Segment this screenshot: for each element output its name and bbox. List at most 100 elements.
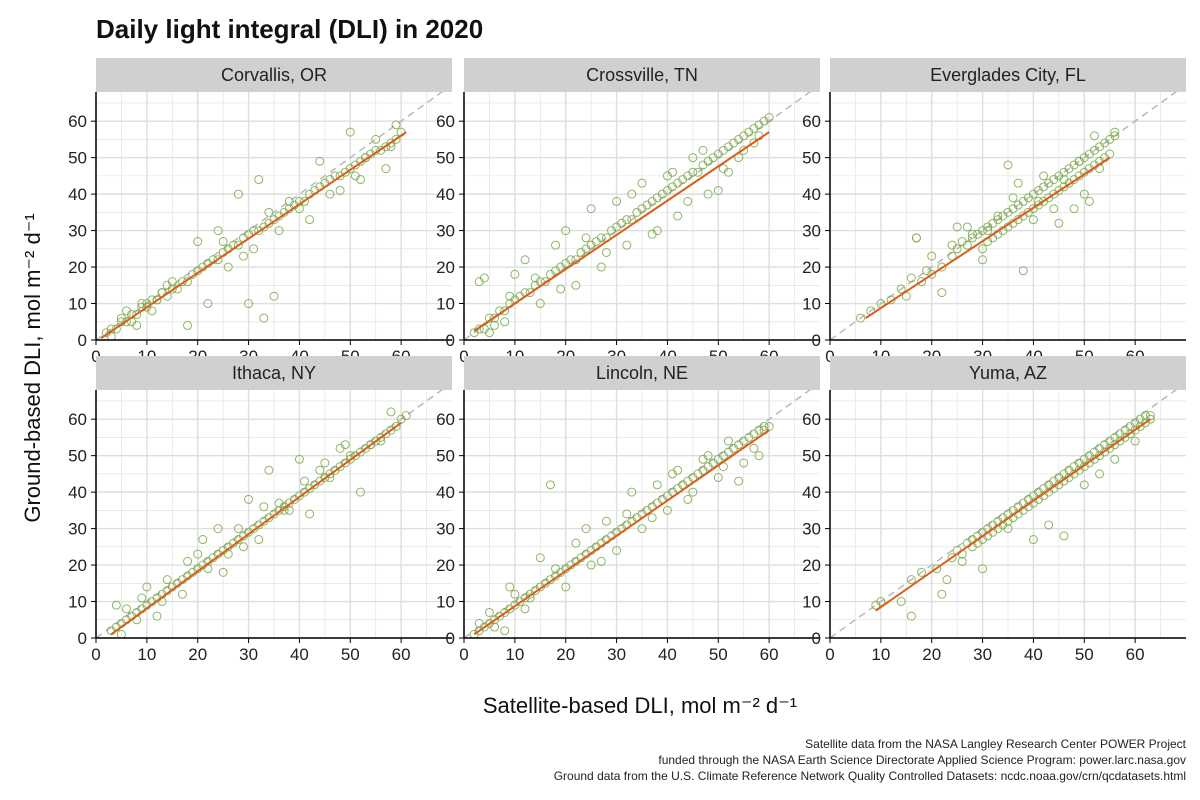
gridlines xyxy=(829,390,1186,639)
data-point xyxy=(581,524,591,534)
x-tick-label: 40 xyxy=(290,645,309,664)
facet-plot-area xyxy=(96,92,444,340)
data-point xyxy=(116,313,126,323)
data-point xyxy=(637,178,647,188)
data-point xyxy=(335,185,345,195)
y-tick-label: 0 xyxy=(446,331,455,350)
data-point xyxy=(142,582,152,592)
data-point xyxy=(723,436,733,446)
data-point xyxy=(223,262,233,272)
facet-panel: Yuma, AZ 0 10 20 30 40 50 60 0 10 20 30 40 50 60 xyxy=(802,356,1186,664)
data-point xyxy=(698,145,708,155)
y-tick-label: 10 xyxy=(802,593,821,612)
x-tick-label: 60 xyxy=(1126,645,1145,664)
data-point xyxy=(906,273,916,283)
data-point xyxy=(315,465,325,475)
data-point xyxy=(484,328,494,338)
fit-line xyxy=(865,156,1111,319)
facet-strip-label: Everglades City, FL xyxy=(930,65,1086,85)
facet-strip xyxy=(96,356,452,390)
data-point xyxy=(294,454,304,464)
data-point xyxy=(652,480,662,490)
data-point xyxy=(601,247,611,257)
data-point xyxy=(500,626,510,636)
chart-title: Daily light integral (DLI) in 2020 xyxy=(96,14,483,44)
data-point xyxy=(739,458,749,468)
facet-strip xyxy=(464,58,820,92)
data-point xyxy=(734,476,744,486)
data-point xyxy=(1028,215,1038,225)
data-point xyxy=(622,215,632,225)
facet-strip-label: Crossville, TN xyxy=(586,65,698,85)
x-tick-label: 0 xyxy=(459,645,468,664)
y-tick-label: 40 xyxy=(68,483,87,502)
y-tick-label: 0 xyxy=(446,629,455,648)
data-point xyxy=(381,164,391,174)
data-point xyxy=(274,226,284,236)
data-point xyxy=(350,171,360,181)
x-tick-label: 40 xyxy=(1024,645,1043,664)
data-point xyxy=(233,240,243,250)
data-point xyxy=(718,164,728,174)
data-point xyxy=(683,494,693,504)
data-point xyxy=(122,604,132,614)
data-point xyxy=(203,299,213,309)
data-point xyxy=(520,604,530,614)
reference-line xyxy=(830,92,1178,340)
data-point xyxy=(1145,414,1155,424)
data-point xyxy=(688,487,698,497)
y-tick-label: 40 xyxy=(802,185,821,204)
x-tick-label: 40 xyxy=(658,645,677,664)
gridlines xyxy=(95,390,452,639)
data-point xyxy=(551,240,561,250)
data-point xyxy=(952,222,962,232)
data-point xyxy=(703,189,713,199)
data-point xyxy=(183,556,193,566)
data-point xyxy=(668,469,678,479)
data-point xyxy=(937,288,947,298)
y-axis-title: Ground-based DLI, mol m⁻² d⁻¹ xyxy=(20,213,45,522)
data-point xyxy=(218,237,228,247)
y-tick-label: 60 xyxy=(68,410,87,429)
data-point xyxy=(596,233,606,243)
data-point xyxy=(401,411,411,421)
data-point xyxy=(937,589,947,599)
data-point xyxy=(668,167,678,177)
data-point xyxy=(366,440,376,450)
data-point xyxy=(749,138,759,148)
data-point xyxy=(978,244,988,254)
data-point xyxy=(162,575,172,585)
data-point xyxy=(662,505,672,515)
x-tick-label: 50 xyxy=(341,645,360,664)
data-point xyxy=(673,211,683,221)
data-point xyxy=(510,589,520,599)
data-point xyxy=(233,189,243,199)
data-point xyxy=(320,458,330,468)
facet-plot-area xyxy=(464,92,812,340)
data-point xyxy=(688,167,698,177)
y-tick-label: 0 xyxy=(78,629,87,648)
y-tick-label: 60 xyxy=(802,112,821,131)
data-point xyxy=(896,597,906,607)
data-point xyxy=(545,480,555,490)
y-tick-label: 0 xyxy=(812,629,821,648)
data-point xyxy=(1069,204,1079,214)
y-tick-label: 20 xyxy=(436,258,455,277)
data-point xyxy=(249,244,259,254)
data-point xyxy=(490,313,500,323)
data-point xyxy=(530,273,540,283)
data-point xyxy=(238,542,248,552)
data-point xyxy=(244,494,254,504)
data-point xyxy=(876,597,886,607)
data-point xyxy=(391,120,401,130)
y-tick-label: 30 xyxy=(802,222,821,241)
data-point xyxy=(152,295,162,305)
data-point xyxy=(371,134,381,144)
data-point xyxy=(957,556,967,566)
data-point xyxy=(1003,524,1013,534)
data-point xyxy=(1110,127,1120,137)
facet-strip-label: Corvallis, OR xyxy=(221,65,327,85)
data-point xyxy=(561,226,571,236)
facet-panels: Corvallis, OR01020304050600102030405060C… xyxy=(68,58,1186,664)
data-point xyxy=(1079,189,1089,199)
